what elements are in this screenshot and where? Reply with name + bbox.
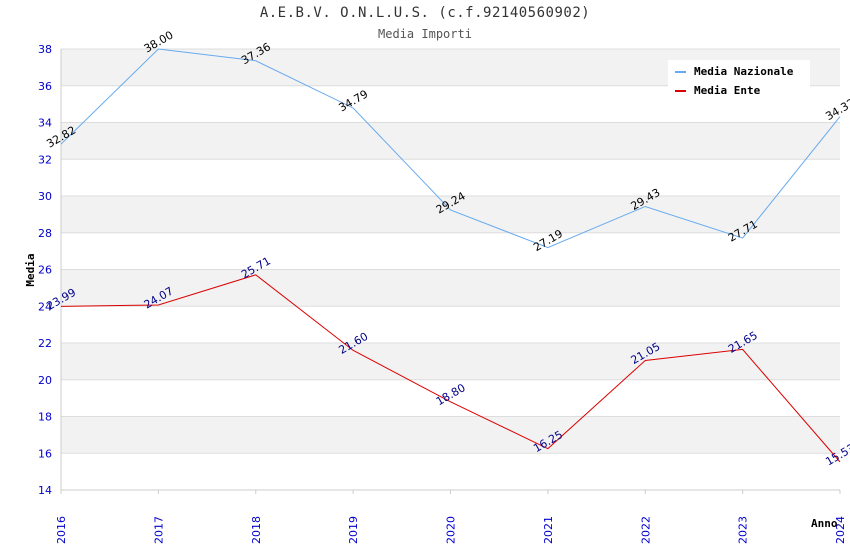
chart-title: A.E.B.V. O.N.L.U.S. (c.f.92140560902) <box>259 5 591 21</box>
y-axis-label: Media <box>24 253 37 286</box>
x-tick-label: 2016 <box>55 516 68 544</box>
x-tick-label: 2018 <box>250 516 263 544</box>
x-tick-label: 2024 <box>834 516 847 544</box>
y-tick-labels: 14 16 18 20 22 24 26 28 30 32 34 36 38 <box>38 43 52 497</box>
y-tick-label: 14 <box>38 484 52 497</box>
grid-band <box>61 343 840 380</box>
y-tick-label: 38 <box>38 43 52 56</box>
grid-band <box>61 416 840 454</box>
y-tick-label: 22 <box>38 337 52 350</box>
legend-box <box>668 60 810 102</box>
grid-lines <box>61 48 840 491</box>
grid-band <box>61 232 840 270</box>
y-tick-label: 34 <box>38 117 52 130</box>
y-tick-label: 36 <box>38 80 52 93</box>
y-tick-label: 26 <box>38 264 52 277</box>
y-tick-label: 28 <box>38 227 52 240</box>
x-tick-label: 2019 <box>347 516 360 544</box>
y-tick-label: 20 <box>38 374 52 387</box>
y-tick-label: 16 <box>38 447 52 460</box>
x-axis-label: Anno <box>811 517 838 530</box>
grid-band <box>61 306 840 343</box>
x-tick-label: 2017 <box>152 516 165 544</box>
legend-label-nazionale: Media Nazionale <box>694 65 794 78</box>
grid-band <box>61 269 840 307</box>
grid-band <box>61 122 840 160</box>
x-tick-label: 2023 <box>737 516 750 544</box>
grid-band <box>61 379 840 417</box>
x-tick-labels: 2016 2017 2018 2019 2020 2021 2022 2023 2024 <box>55 516 847 544</box>
x-tick-label: 2022 <box>639 516 652 544</box>
grid-band <box>61 159 840 196</box>
axes <box>60 49 841 494</box>
grid-band <box>61 453 840 490</box>
series-lines <box>60 48 841 463</box>
x-tick-label: 2021 <box>542 516 555 544</box>
legend-label-ente: Media Ente <box>694 84 761 97</box>
x-tick-label: 2020 <box>445 516 458 544</box>
chart-subtitle: Media Importi <box>378 27 472 41</box>
grid-band <box>61 196 840 233</box>
y-tick-label: 32 <box>38 153 52 166</box>
series-line-nazionale <box>60 48 841 249</box>
legend: Media Nazionale Media Ente <box>668 60 810 102</box>
y-tick-label: 18 <box>38 411 52 424</box>
y-tick-label: 30 <box>38 190 52 203</box>
y-tick-label: 24 <box>38 300 52 313</box>
series-line-ente <box>60 274 841 463</box>
